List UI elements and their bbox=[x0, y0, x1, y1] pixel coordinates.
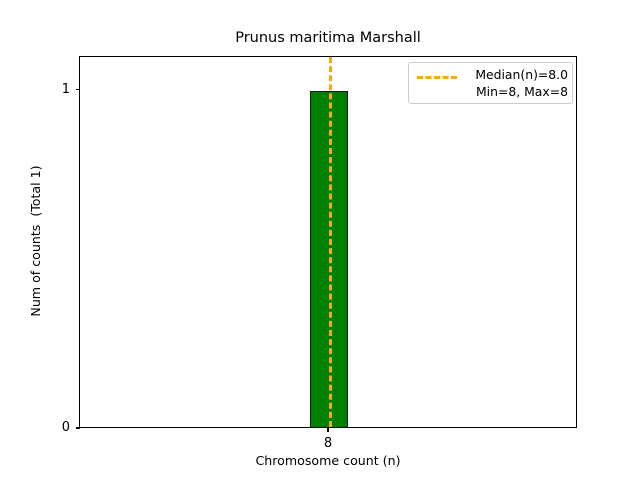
legend-label-median: Median(n)=8.0 bbox=[475, 67, 568, 82]
y-axis-tick-mark-1 bbox=[75, 89, 80, 91]
y-axis-label: Num of counts (Total 1) bbox=[28, 165, 43, 317]
x-axis-label: Chromosome count (n) bbox=[255, 453, 401, 468]
y-axis-tick-mark-0 bbox=[75, 427, 80, 429]
legend-dashed-line-icon bbox=[417, 76, 457, 79]
plot-area bbox=[79, 56, 577, 428]
chart-title: Prunus maritima Marshall bbox=[235, 30, 421, 46]
legend: Median(n)=8.0 Min=8, Max=8 bbox=[408, 62, 573, 104]
legend-text-block: Median(n)=8.0 Min=8, Max=8 bbox=[461, 67, 568, 100]
x-axis-tick-mark-8 bbox=[327, 428, 329, 432]
x-axis-tick-label-8: 8 bbox=[323, 436, 333, 451]
y-axis-tick-label-1: 1 bbox=[61, 81, 70, 97]
bar-8[interactable] bbox=[309, 90, 349, 427]
legend-label-minmax: Min=8, Max=8 bbox=[475, 83, 568, 99]
plot-inner bbox=[80, 57, 576, 427]
y-axis-tick-label-0: 0 bbox=[61, 420, 70, 435]
median-line bbox=[329, 57, 332, 427]
